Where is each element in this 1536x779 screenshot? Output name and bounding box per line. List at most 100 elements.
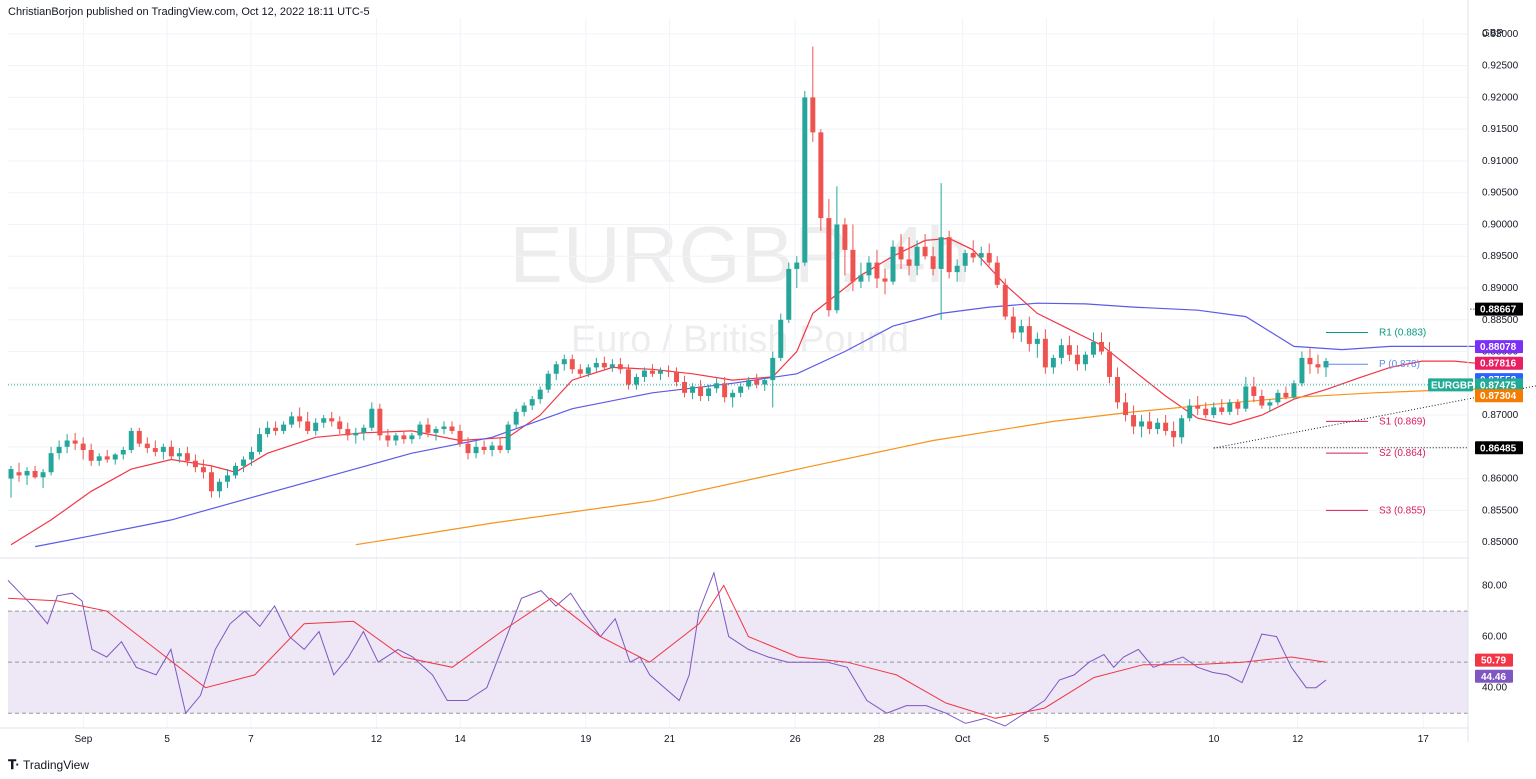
price-pane: EURGBP, 4h Euro / British Pound R1 (0.88… [8,18,1536,728]
candle-body [649,370,655,374]
candle-body [233,465,238,476]
candle-body [1235,402,1241,409]
time-tick-label: 5 [164,734,170,745]
tradingview-brand: TradingView [22,758,90,772]
candle-body [561,359,567,365]
candle-body [914,246,920,266]
currency-label: GBP [1482,28,1503,39]
candle-body [249,451,255,460]
price-tag-value: 0.88078 [1480,342,1517,353]
candle-body [890,246,896,282]
ema-line-ema_long [355,387,1503,546]
candle-body [409,435,415,440]
candle-body [706,388,712,396]
price-tag-box [1475,378,1523,392]
candle-body [1171,430,1177,438]
candle-body [345,429,351,436]
time-tick-label: 26 [790,734,802,745]
candle-body [730,392,736,398]
time-tick-label: 14 [455,734,467,745]
candle-body [481,446,487,450]
candle-body [1099,342,1104,352]
candle-body [241,459,247,466]
candle-body [1275,392,1281,403]
candle-body [545,373,551,390]
symbol-tag-box [1428,378,1473,392]
candle-body [88,450,94,461]
price-tick-label: 0.91500 [1482,124,1519,135]
time-axis[interactable]: Sep 5 7 12 14 19 21 26 28 Oct 5 10 12 17 [74,734,1429,745]
candle-body [1115,376,1121,403]
rsi-axis[interactable]: 80.00 60.00 40.00 [1482,581,1507,694]
candle-body [32,470,38,478]
candle-body [882,278,888,282]
candle-body [104,456,110,460]
candle-body [1034,338,1040,344]
price-tick-label: 0.85000 [1482,537,1519,548]
rsi-ma-line [7,584,1327,719]
candle-body [818,132,824,219]
candle-body [1219,407,1225,412]
candle-body [1299,357,1305,384]
candle-body [289,416,295,425]
candle-body [569,359,575,370]
candle-body [329,418,335,422]
candle-body [337,421,343,430]
price-tag-value: 0.88667 [1480,305,1517,316]
candle-body [1187,405,1193,419]
time-tick-label: 19 [580,734,592,745]
candle-body [425,424,431,433]
candle-body [1251,386,1257,396]
candle-body [770,357,776,381]
candle-body [16,472,22,476]
candle-body [826,218,832,311]
candle-body [56,446,62,454]
candle-body [385,435,391,441]
candle-body [1227,402,1233,412]
time-tick-label: Sep [74,734,92,745]
candle-body [674,371,680,383]
price-tag-value: 0.86485 [1480,443,1517,454]
candle-body [112,454,118,460]
price-tick-label: 0.90000 [1482,219,1519,230]
tradingview-logo[interactable]: 𝐓∙ TradingView [8,757,89,773]
candle-body [593,362,599,368]
rsi-line [7,571,1327,727]
price-tick-label: 0.92000 [1482,92,1519,103]
candle-body [1179,418,1185,438]
candle-body [1147,421,1153,430]
time-tick-label: 12 [371,734,383,745]
candle-body [216,481,222,492]
candlesticks[interactable] [8,46,1329,498]
candle-body [465,443,471,454]
candle-body [200,467,206,473]
rsi-tag-box [1475,669,1513,683]
candle-body [208,472,214,492]
candle-body [1042,338,1048,368]
candle-body [417,424,423,436]
candle-body [641,370,647,377]
candle-body [168,446,174,457]
candle-body [321,418,327,423]
candle-body [553,364,559,374]
price-tick-label: 0.90500 [1482,188,1519,199]
tradingview-logo-icon: 𝐓∙ [8,757,19,772]
candle-body [810,97,816,133]
candle-body [714,383,720,389]
candle-body [1307,357,1313,365]
candle-body [657,370,663,374]
candle-body [80,443,86,450]
candle-body [120,450,126,455]
candle-body [184,453,190,461]
candle-body [1291,383,1297,398]
rsi-lines [7,571,1327,727]
candle-body [225,475,230,482]
candle-body [521,405,527,412]
pivot-levels: R1 (0.883) P (0.878) S1 (0.869) S2 (0.864) S… [1326,327,1426,516]
watermark-subtitle: Euro / British Pound [571,319,909,361]
price-axis[interactable]: 0.93000 0.92500 0.92000 0.91500 0.91000 0.905… [1482,29,1519,548]
time-tick-label: 12 [1292,734,1304,745]
candle-body [281,424,287,431]
candle-body [497,445,503,450]
